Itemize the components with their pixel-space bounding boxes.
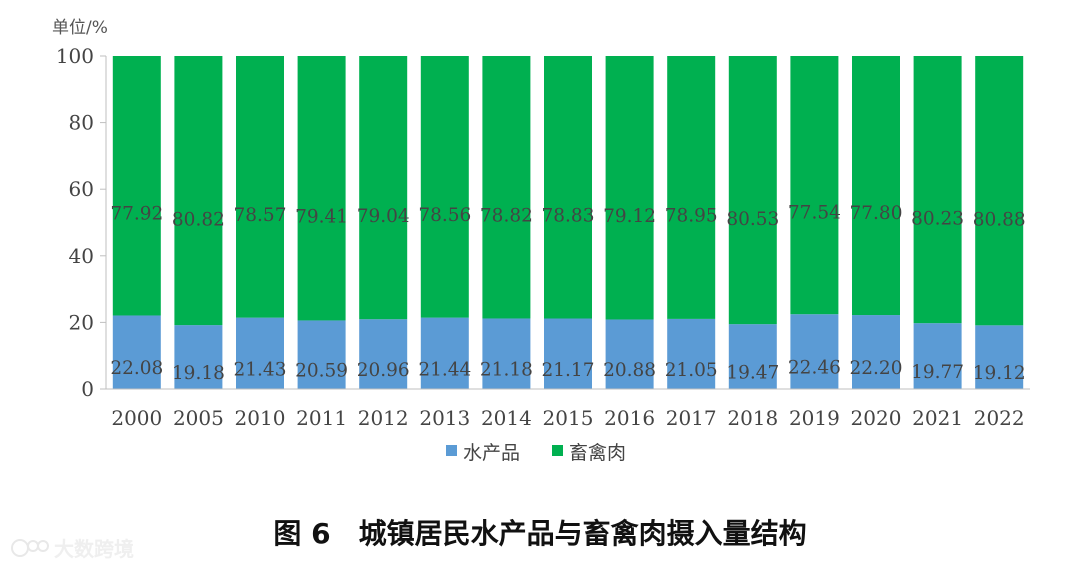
data-label: 20.96 — [357, 360, 410, 381]
data-label: 19.12 — [973, 363, 1026, 384]
watermark: 大数跨境 — [11, 537, 134, 561]
data-label: 80.82 — [172, 210, 225, 231]
data-label: 79.41 — [295, 207, 348, 228]
data-label: 22.20 — [850, 358, 903, 379]
bar-segment-seafood — [605, 319, 654, 389]
bar-segment-meat — [975, 56, 1024, 326]
legend-swatch — [446, 445, 457, 456]
bar-segment-seafood — [544, 318, 592, 389]
data-label: 77.80 — [850, 203, 903, 224]
data-label: 21.18 — [480, 360, 533, 381]
data-label: 78.82 — [480, 205, 533, 226]
bar-segment-seafood — [975, 325, 1024, 389]
data-label: 21.44 — [418, 359, 471, 380]
data-label: 78.95 — [665, 206, 718, 227]
y-tick-label: 0 — [81, 377, 94, 401]
x-axis: 2000 2005 2010 2011 2012 2013 2014 2015 2016 2017… — [106, 388, 1030, 430]
x-tick-label: 2005 — [173, 406, 224, 430]
data-label: 80.88 — [973, 210, 1026, 231]
figure-caption: 图 6 城镇居民水产品与畜禽肉摄入量结构 — [273, 517, 806, 550]
data-label: 78.57 — [234, 205, 287, 226]
legend-label: 畜禽肉 — [569, 442, 626, 464]
bar-segment-seafood — [482, 318, 531, 389]
data-label: 78.56 — [418, 205, 471, 226]
data-label: 20.88 — [603, 360, 656, 381]
data-label: 22.08 — [110, 358, 163, 379]
x-tick-label: 2016 — [604, 406, 655, 430]
bar-segment-seafood — [174, 325, 223, 389]
legend: 水产品 畜禽肉 — [446, 442, 626, 464]
bar-segment-seafood — [359, 319, 408, 389]
data-label: 19.18 — [172, 363, 225, 384]
data-label: 21.17 — [542, 360, 595, 381]
x-tick-label: 2018 — [727, 406, 778, 430]
bar-segment-meat — [852, 56, 900, 316]
data-label: 77.92 — [110, 203, 163, 224]
bar-segment-meat — [482, 56, 531, 319]
legend-label: 水产品 — [463, 442, 520, 464]
data-label: 19.77 — [911, 362, 964, 383]
watermark-logo-icon — [11, 539, 49, 557]
x-tick-label: 2020 — [851, 406, 902, 430]
data-label: 21.05 — [665, 360, 718, 381]
legend-swatch — [552, 445, 563, 456]
bar-segment-meat — [174, 56, 223, 326]
data-label: 22.46 — [788, 358, 841, 379]
data-label: 78.83 — [542, 205, 595, 226]
bar-segment-seafood — [112, 315, 161, 389]
y-tick-label: 60 — [69, 177, 94, 201]
bar-segment-seafood — [913, 323, 962, 389]
data-labels: 22.08 77.92 19.18 80.82 21.43 78.57 20.59 79.41… — [110, 203, 1025, 384]
x-tick-label: 2017 — [666, 406, 717, 430]
bar-segment-meat — [544, 56, 592, 319]
x-tick-label: 2021 — [912, 406, 963, 430]
bar-segment-meat — [790, 56, 839, 315]
bar-segment-meat — [112, 56, 161, 316]
y-unit-label: 单位/% — [52, 18, 108, 38]
data-label: 80.53 — [726, 209, 779, 230]
y-tick-label: 100 — [56, 44, 94, 68]
bar-segment-meat — [359, 56, 408, 320]
data-label: 77.54 — [788, 203, 841, 224]
x-tick-label: 2022 — [974, 406, 1025, 430]
data-label: 79.12 — [603, 206, 656, 227]
watermark-text: 大数跨境 — [54, 537, 134, 561]
data-label: 20.59 — [295, 361, 348, 382]
x-tick-label: 2014 — [481, 406, 532, 430]
x-tick-label: 2010 — [235, 406, 286, 430]
bar-segment-seafood — [420, 317, 469, 389]
x-tick-label: 2000 — [111, 406, 162, 430]
bar-segment-seafood — [297, 320, 346, 389]
bar-segment-meat — [420, 56, 469, 318]
bar-segment-meat — [236, 56, 284, 318]
bar-segment-seafood — [728, 324, 777, 389]
bar-segment-seafood — [236, 317, 284, 389]
bar-segment-meat — [728, 56, 777, 325]
bar-segment-seafood — [790, 314, 839, 389]
bar-segment-meat — [667, 56, 716, 319]
bar-segment-seafood — [667, 318, 716, 389]
data-label: 79.04 — [357, 206, 410, 227]
data-label: 19.47 — [726, 363, 779, 384]
y-tick-label: 80 — [69, 111, 94, 135]
bar-segment-meat — [297, 56, 346, 321]
x-tick-label: 2013 — [419, 406, 470, 430]
data-label: 80.23 — [911, 208, 964, 229]
x-tick-label: 2012 — [358, 406, 409, 430]
y-tick-label: 20 — [69, 310, 94, 334]
y-tick-label: 40 — [69, 244, 94, 268]
bar-segment-meat — [913, 56, 962, 324]
x-tick-label: 2019 — [789, 406, 840, 430]
x-tick-label: 2011 — [296, 406, 347, 430]
bar-segment-seafood — [852, 315, 900, 389]
bar-segment-meat — [605, 56, 654, 320]
x-tick-label: 2015 — [543, 406, 594, 430]
y-axis: 0 20 40 60 80 100 — [56, 44, 107, 401]
data-label: 21.43 — [234, 359, 287, 380]
bars — [112, 56, 1024, 389]
